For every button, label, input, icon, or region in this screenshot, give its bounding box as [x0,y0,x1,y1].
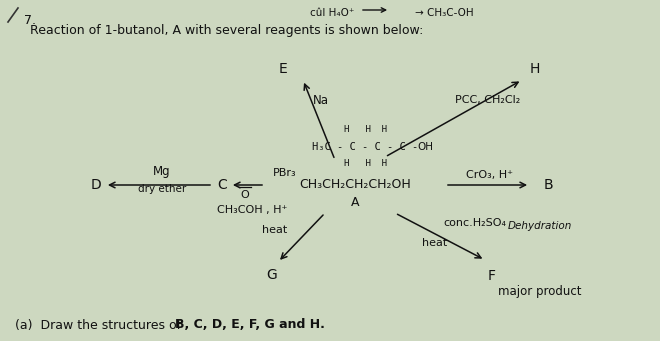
Text: O: O [241,190,249,200]
Text: CrO₃, H⁺: CrO₃, H⁺ [467,170,513,180]
Text: E: E [279,62,287,76]
Text: Reaction of 1-butanol, A with several reagents is shown below:: Reaction of 1-butanol, A with several re… [30,24,423,37]
Text: major product: major product [498,285,581,298]
Text: H: H [530,62,540,76]
Text: H₃C - C - C - C -: H₃C - C - C - C - [312,142,418,152]
Text: PBr₃: PBr₃ [273,168,297,178]
Text: CH₃CH₂CH₂CH₂OH: CH₃CH₂CH₂CH₂OH [299,178,411,192]
Text: H   H  H: H H H [343,159,387,167]
Text: (a)  Draw the structures of: (a) Draw the structures of [15,318,185,331]
Text: cûl H₄O⁺: cûl H₄O⁺ [310,8,354,18]
Text: → CH₃C-OH: → CH₃C-OH [415,8,474,18]
Text: H   H  H: H H H [343,125,387,134]
Text: Na: Na [313,93,329,106]
Text: conc.H₂SO₄: conc.H₂SO₄ [444,218,506,228]
Text: heat: heat [422,238,447,248]
Text: 7.: 7. [24,14,36,27]
Text: F: F [488,269,496,283]
Text: CH₃COH , H⁺: CH₃COH , H⁺ [217,205,287,215]
Text: heat: heat [263,225,288,235]
Text: B, C, D, E, F, G and H.: B, C, D, E, F, G and H. [175,318,325,331]
Text: B: B [543,178,553,192]
Text: dry ether: dry ether [138,184,186,194]
Text: PCC, CH₂Cl₂: PCC, CH₂Cl₂ [455,95,520,105]
Text: C: C [217,178,227,192]
Text: G: G [267,268,277,282]
Text: Mg: Mg [153,164,171,178]
Text: OH: OH [417,142,433,152]
Text: Dehydration: Dehydration [508,221,572,231]
Text: A: A [350,196,359,209]
Text: D: D [90,178,102,192]
